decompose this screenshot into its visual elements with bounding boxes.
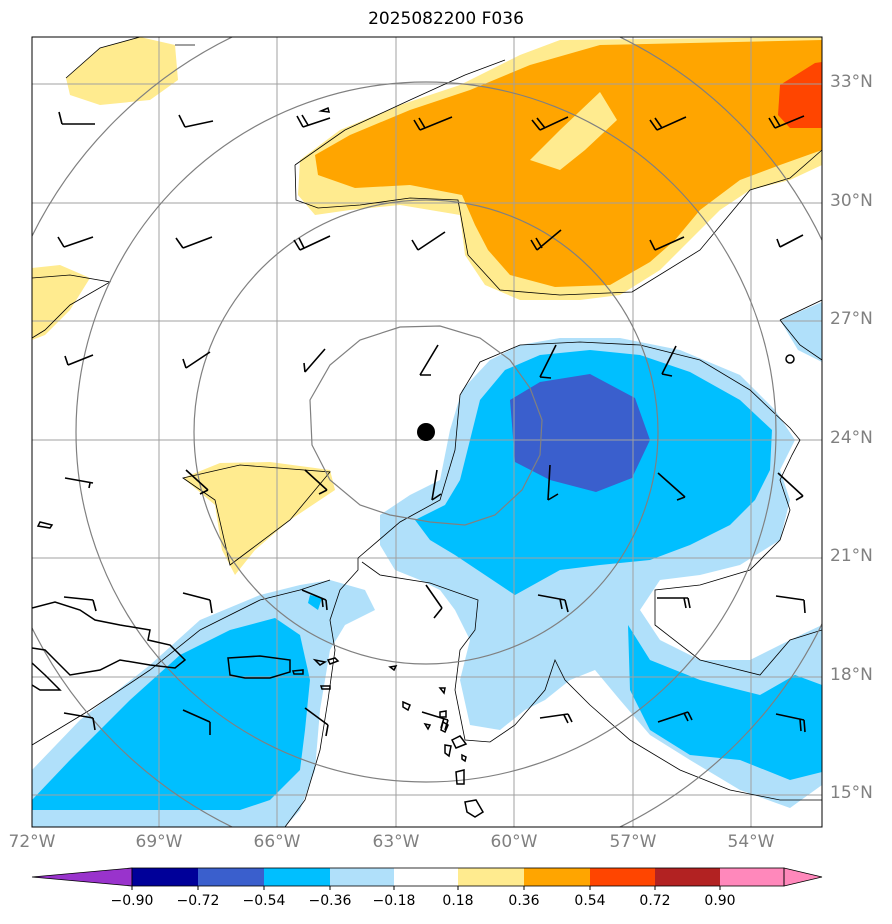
lat-label: 21°N — [830, 546, 873, 566]
wind-barb — [178, 114, 214, 128]
anomaly-yellow-notch — [530, 92, 617, 170]
anomaly-yellow-region — [32, 265, 90, 340]
map-title: 2025082200 F036 — [368, 9, 524, 29]
colorbar-segment — [394, 868, 458, 886]
wind-barb — [293, 235, 331, 251]
colorbar-ticks — [131, 886, 721, 890]
wind-barb — [296, 114, 331, 128]
colorbar-segment — [590, 868, 655, 886]
lon-label: 57°W — [609, 832, 657, 852]
wind-barb — [661, 345, 677, 377]
lon-label: 60°W — [490, 832, 538, 852]
wind-barb — [63, 596, 97, 612]
colorbar-segment — [330, 868, 394, 886]
anomaly-blue-region — [308, 595, 322, 610]
anomaly-yellow-region — [183, 462, 335, 575]
wind-barb — [304, 707, 329, 737]
colorbar-under-extend — [31, 867, 133, 887]
wind-barbs — [57, 111, 806, 737]
wind-barb — [182, 351, 211, 369]
lon-label: 66°W — [253, 832, 301, 852]
wind-barb — [419, 344, 439, 376]
wind-barb — [530, 229, 562, 251]
wind-barb — [539, 713, 573, 724]
storm-center-marker — [417, 423, 435, 441]
wind-barb — [776, 234, 804, 248]
anomaly-blue-region — [628, 625, 822, 780]
wind-barb — [185, 469, 209, 495]
colorbar-segment — [198, 868, 264, 886]
anomaly-red-orange-region — [778, 62, 822, 128]
coastlines — [32, 106, 795, 818]
anomaly-orange-region — [315, 40, 822, 287]
wind-barb — [413, 116, 453, 131]
wind-barb — [301, 589, 328, 611]
colorbar-label: 0.54 — [574, 893, 606, 909]
colorbar-label: 0.36 — [508, 893, 540, 909]
wind-barb — [768, 115, 805, 129]
lat-label: 33°N — [830, 72, 873, 92]
lat-label: 24°N — [830, 428, 873, 448]
colorbar-label: −0.18 — [372, 893, 416, 909]
colorbar-over-extend — [783, 867, 823, 887]
anomaly-yellow-region — [66, 37, 178, 105]
anomaly-contour-lines — [32, 37, 822, 827]
colorbar-label: 0.18 — [442, 893, 474, 909]
map-plot-area — [32, 37, 822, 827]
wind-barb — [64, 354, 94, 366]
colorbar-label: −0.90 — [110, 893, 154, 909]
wind-barb — [411, 231, 446, 251]
lon-label: 69°W — [135, 832, 183, 852]
wind-barb — [657, 597, 691, 609]
wind-barb — [657, 711, 693, 723]
wind-barb — [775, 595, 806, 614]
anomaly-blue-region — [32, 618, 310, 810]
lon-label: 72°W — [8, 832, 56, 852]
colorbar-segment — [655, 868, 720, 886]
range-rings — [32, 37, 822, 827]
wind-barb — [547, 464, 559, 501]
lat-label: 30°N — [830, 191, 873, 211]
wind-barb — [537, 594, 569, 613]
wind-barb — [63, 712, 96, 731]
wind-barb — [303, 348, 326, 373]
colorbar-segment — [524, 868, 590, 886]
lon-label: 54°W — [727, 832, 775, 852]
wind-barb — [304, 469, 328, 495]
lat-label: 15°N — [830, 783, 873, 803]
wind-barb — [775, 713, 806, 733]
wind-barb — [777, 472, 804, 501]
wind-barb — [182, 709, 211, 735]
wind-barb — [649, 116, 687, 131]
lon-label: 63°W — [372, 832, 420, 852]
anomaly-royal-blue-region — [510, 374, 650, 492]
wind-barb — [175, 236, 213, 249]
wind-barb — [58, 111, 95, 125]
colorbar-label: −0.36 — [308, 893, 352, 909]
colorbar-label: −0.54 — [242, 893, 286, 909]
wind-barb — [649, 236, 685, 251]
wind-barb — [64, 477, 94, 489]
wind-barb — [182, 592, 213, 614]
map-frame — [31, 36, 823, 828]
colorbar — [31, 867, 823, 890]
colorbar-segment — [458, 868, 524, 886]
wind-barb — [421, 711, 449, 731]
colorbar-label: 0.72 — [639, 893, 671, 909]
colorbar-segment — [132, 868, 198, 886]
wind-barb — [531, 116, 569, 131]
colorbar-segment — [264, 868, 330, 886]
colorbar-label: 0.90 — [704, 893, 736, 909]
wind-barb — [57, 236, 94, 248]
wind-barb — [657, 472, 686, 501]
colorbar-segment — [720, 868, 784, 886]
wind-barb — [425, 584, 443, 619]
lat-label: 27°N — [830, 309, 873, 329]
wind-barb — [431, 469, 442, 501]
lat-label: 18°N — [830, 665, 873, 685]
colorbar-label: −0.72 — [176, 893, 220, 909]
wind-barb — [539, 344, 557, 379]
anomaly-light-blue-region — [780, 302, 822, 362]
